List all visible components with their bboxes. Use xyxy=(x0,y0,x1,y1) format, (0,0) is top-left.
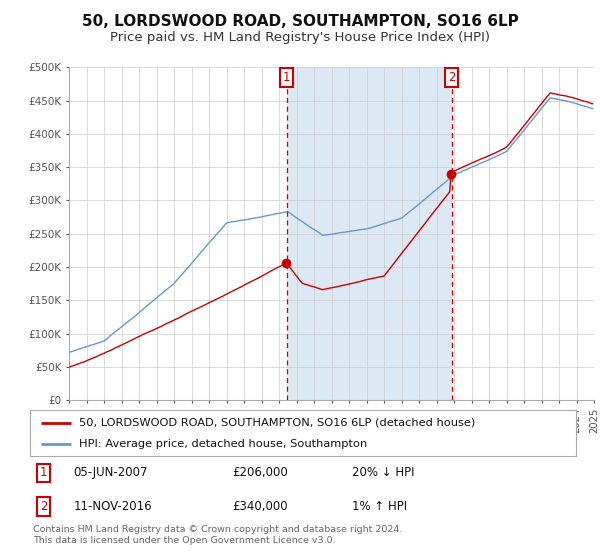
Text: 05-JUN-2007: 05-JUN-2007 xyxy=(74,466,148,479)
Text: HPI: Average price, detached house, Southampton: HPI: Average price, detached house, Sout… xyxy=(79,439,367,449)
Text: £206,000: £206,000 xyxy=(232,466,288,479)
Text: 1: 1 xyxy=(283,71,290,83)
Text: Price paid vs. HM Land Registry's House Price Index (HPI): Price paid vs. HM Land Registry's House … xyxy=(110,31,490,44)
Text: Contains HM Land Registry data © Crown copyright and database right 2024.
This d: Contains HM Land Registry data © Crown c… xyxy=(33,525,403,545)
Text: 11-NOV-2016: 11-NOV-2016 xyxy=(74,500,152,513)
Text: 1% ↑ HPI: 1% ↑ HPI xyxy=(352,500,407,513)
Bar xyxy=(287,67,452,400)
Text: 50, LORDSWOOD ROAD, SOUTHAMPTON, SO16 6LP (detached house): 50, LORDSWOOD ROAD, SOUTHAMPTON, SO16 6L… xyxy=(79,418,475,428)
Text: £340,000: £340,000 xyxy=(232,500,287,513)
Text: 2: 2 xyxy=(448,71,455,83)
Text: 1: 1 xyxy=(40,466,47,479)
Text: 20% ↓ HPI: 20% ↓ HPI xyxy=(352,466,415,479)
Text: 50, LORDSWOOD ROAD, SOUTHAMPTON, SO16 6LP: 50, LORDSWOOD ROAD, SOUTHAMPTON, SO16 6L… xyxy=(82,14,518,29)
Text: 2: 2 xyxy=(40,500,47,513)
